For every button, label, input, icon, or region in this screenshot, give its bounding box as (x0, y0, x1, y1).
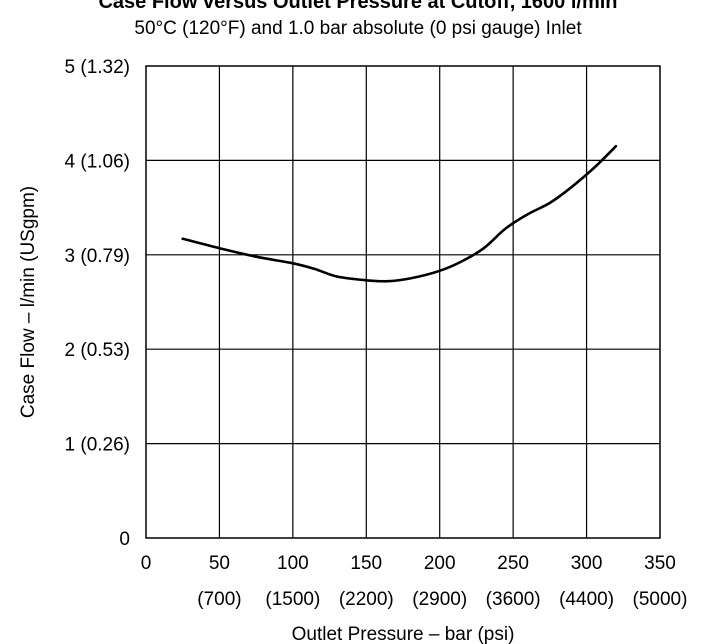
x-tick-label: 150 (350, 553, 382, 574)
x-tick-label: 100 (277, 553, 309, 574)
y-axis-label: Case Flow – l/min (USgpm) (18, 186, 39, 418)
chart-subtitle: 50°C (120°F) and 1.0 bar absolute (0 psi… (134, 18, 582, 39)
x-tick-sublabel: (3600) (486, 589, 541, 610)
y-tick-label: 1 (0.26) (65, 435, 130, 456)
x-tick-label: 200 (424, 553, 456, 574)
x-axis-label: Outlet Pressure – bar (psi) (292, 624, 515, 644)
x-tick-sublabel: (2900) (412, 589, 467, 610)
x-tick-sublabel: (1500) (265, 589, 320, 610)
x-tick-sublabel: (700) (197, 589, 241, 610)
x-tick-label: 300 (571, 553, 603, 574)
y-tick-label: 4 (1.06) (65, 151, 130, 172)
y-tick-label: 5 (1.32) (65, 57, 130, 78)
x-tick-label: 250 (497, 553, 529, 574)
x-tick-label: 0 (141, 553, 152, 574)
y-tick-label: 0 (119, 529, 130, 550)
y-tick-label: 3 (0.79) (65, 246, 130, 267)
series-line (181, 144, 618, 283)
plot-frame (145, 65, 661, 539)
x-tick-sublabel: (2200) (339, 589, 394, 610)
grid (146, 66, 660, 538)
x-tick-label: 350 (644, 553, 676, 574)
tick-labels: 0 50 (700) 100 (1500) 150 (2200) 200 (2900) 250 (3… (65, 57, 688, 610)
x-tick-label: 50 (209, 553, 230, 574)
x-tick-sublabel: (4400) (559, 589, 614, 610)
x-tick-sublabel: (5000) (633, 589, 688, 610)
chart-title: Case Flow versus Outlet Pressure at Cuto… (98, 0, 618, 13)
y-tick-label: 2 (0.53) (65, 340, 130, 361)
